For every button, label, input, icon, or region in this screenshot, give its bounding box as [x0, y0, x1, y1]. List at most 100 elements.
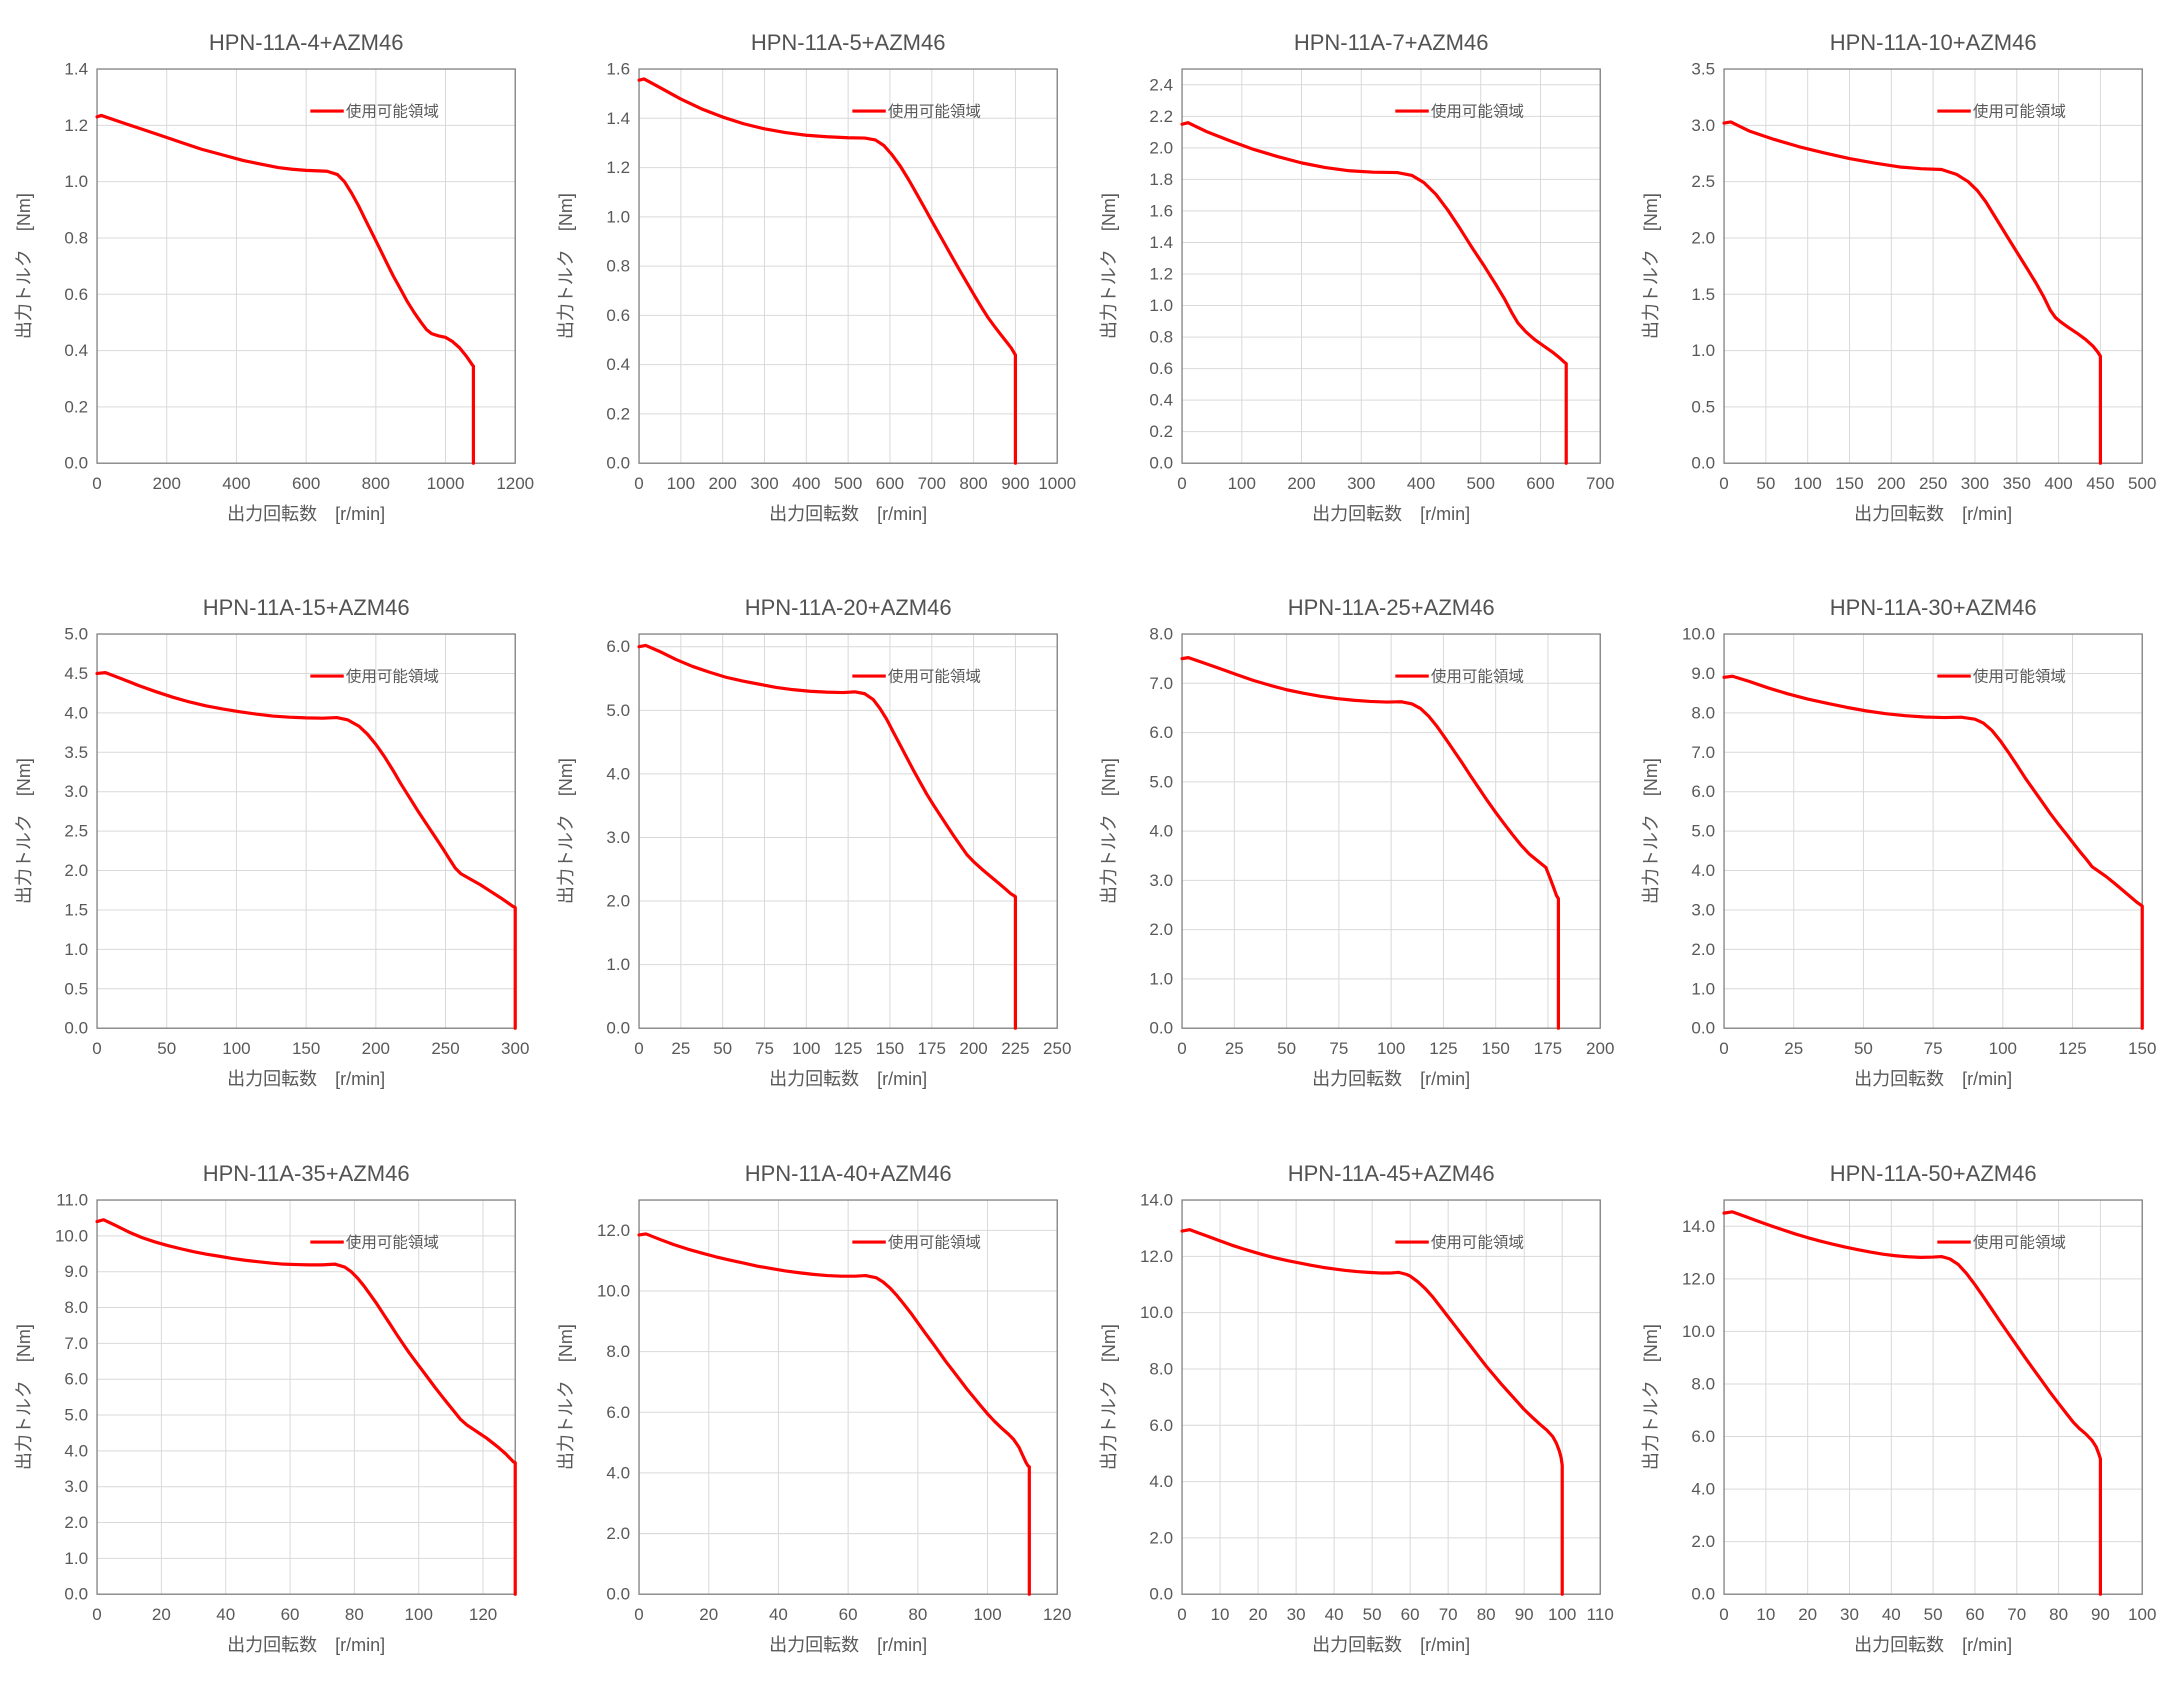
x-axis-title: 出力回転数 [r/min]	[769, 504, 927, 524]
x-tick-label: 0	[635, 1039, 644, 1058]
x-tick-label: 75	[755, 1039, 774, 1058]
x-axis-ticks: 0 25 50 75 100 125 150 175 200	[1177, 1039, 1614, 1058]
legend-label: 使用可能領域	[1430, 668, 1523, 686]
y-tick-label: 11.0	[56, 1190, 88, 1209]
legend: 使用可能領域	[852, 668, 981, 686]
x-tick-label: 0	[1719, 1605, 1728, 1624]
y-tick-label: 2.0	[1691, 1532, 1715, 1551]
x-tick-label: 25	[672, 1039, 691, 1058]
x-tick-label: 225	[1001, 1039, 1029, 1058]
y-tick-label: 1.0	[607, 955, 631, 974]
y-tick-label: 4.0	[64, 1441, 88, 1460]
y-tick-label: 2.0	[607, 892, 631, 911]
chart-hpn-11a-15-azm46: 0.0 0.5 1.0 1.5 2.0 2.5 3.0 3.5 4.0 4.5 5.0 0 50 100 1…	[0, 565, 542, 1130]
chart-hpn-11a-5-azm46: 0.0 0.2 0.4 0.6 0.8 1.0 1.2 1.4 1.6 0 100 200 300 400…	[542, 0, 1084, 565]
x-tick-label: 10	[1210, 1605, 1229, 1624]
x-tick-label: 30	[1286, 1605, 1305, 1624]
y-tick-label: 4.5	[64, 664, 88, 683]
y-tick-label: 1.4	[1149, 233, 1173, 252]
y-tick-label: 6.0	[64, 1369, 88, 1388]
y-axis-ticks: 0.0 0.2 0.4 0.6 0.8 1.0 1.2 1.4 1.6 1.8 2.0 2.2 2.4	[1149, 75, 1173, 472]
x-tick-label: 100	[1793, 474, 1821, 493]
torque-curve-line	[1722, 674, 2144, 1031]
y-axis-ticks: 0.0 0.2 0.4 0.6 0.8 1.0 1.2 1.4	[64, 60, 88, 473]
legend-label: 使用可能領域	[888, 103, 981, 121]
chart-title: HPN-11A-7+AZM46	[1293, 30, 1488, 55]
y-tick-label: 14.0	[1139, 1190, 1172, 1209]
x-tick-label: 200	[362, 1039, 390, 1058]
x-tick-label: 100	[1376, 1039, 1404, 1058]
x-tick-label: 120	[1043, 1605, 1071, 1624]
y-tick-label: 2.0	[1691, 940, 1715, 959]
chart-canvas: 0.0 2.0 4.0 6.0 8.0 10.0 12.0 14.0 0 10 20 30 40 50 60…	[1641, 1161, 2156, 1655]
gridlines	[1723, 68, 2143, 464]
legend-label: 使用可能領域	[888, 668, 981, 686]
x-tick-label: 300	[1961, 474, 1989, 493]
gridlines	[638, 1199, 1058, 1595]
y-tick-label: 1.8	[1149, 170, 1173, 189]
chart-title: HPN-11A-45+AZM46	[1287, 1161, 1494, 1186]
y-tick-label: 2.0	[1149, 920, 1173, 939]
y-axis-title: 出力トルク [Nm]	[1641, 1324, 1661, 1470]
gridlines	[1181, 633, 1601, 1029]
x-tick-label: 0	[1719, 474, 1728, 493]
x-tick-label: 70	[1438, 1605, 1457, 1624]
x-tick-label: 90	[2091, 1605, 2110, 1624]
y-tick-label: 2.0	[607, 1524, 631, 1543]
gridlines	[1181, 1199, 1601, 1595]
y-tick-label: 5.0	[1691, 822, 1715, 841]
torque-curve-line	[95, 671, 517, 1031]
y-axis-title: 出力トルク [Nm]	[14, 1324, 34, 1470]
x-tick-label: 200	[1586, 1039, 1614, 1058]
legend: 使用可能領域	[310, 1233, 439, 1251]
x-tick-label: 25	[1224, 1039, 1243, 1058]
y-tick-label: 1.0	[1149, 296, 1173, 315]
y-tick-label: 4.0	[607, 1463, 631, 1482]
y-tick-label: 5.0	[1149, 773, 1173, 792]
x-tick-label: 600	[292, 474, 320, 493]
y-tick-label: 10.0	[1682, 625, 1715, 644]
y-tick-label: 0.8	[64, 228, 88, 247]
x-tick-label: 500	[2128, 474, 2156, 493]
y-tick-label: 1.4	[64, 60, 88, 79]
y-tick-label: 1.5	[64, 901, 88, 920]
x-axis-title: 出力回転数 [r/min]	[1312, 1635, 1470, 1655]
legend-label: 使用可能領域	[888, 1233, 981, 1251]
x-axis-title: 出力回転数 [r/min]	[227, 504, 385, 524]
x-tick-label: 20	[1798, 1605, 1817, 1624]
x-tick-label: 400	[2044, 474, 2072, 493]
x-tick-label: 350	[2002, 474, 2030, 493]
y-tick-label: 1.0	[607, 207, 631, 226]
chart-canvas: 0.0 1.0 2.0 3.0 4.0 5.0 6.0 7.0 8.0 0 25 50 75 100 125…	[1099, 595, 1614, 1089]
y-axis-title: 出力トルク [Nm]	[1641, 758, 1661, 904]
x-tick-label: 80	[345, 1605, 364, 1624]
chart-canvas: 0.00.20.40.60.81.01.21.41.61.82.02.22.40…	[1099, 30, 1614, 524]
y-tick-label: 4.0	[64, 704, 88, 723]
y-tick-label: 1.2	[1149, 265, 1173, 284]
x-tick-label: 400	[1406, 474, 1434, 493]
legend: 使用可能領域	[852, 103, 981, 121]
x-axis-ticks: 0 50 100 150 200 250 300	[92, 1039, 529, 1058]
x-tick-label: 175	[918, 1039, 946, 1058]
x-axis-title: 出力回転数 [r/min]	[227, 1635, 385, 1655]
y-axis-title: 出力トルク [Nm]	[1641, 193, 1661, 339]
chart-title: HPN-11A-50+AZM46	[1829, 1161, 2036, 1186]
chart-canvas: 0.0 0.5 1.0 1.5 2.0 2.5 3.0 3.5 4.0 4.5 5.0 0 50 100 1…	[14, 595, 529, 1089]
x-tick-label: 150	[2128, 1039, 2156, 1058]
x-axis-ticks: 0 10 20 30 40 50 60 70 80 90 100	[1719, 1605, 2156, 1624]
y-axis-ticks: 0.0 2.0 4.0 6.0 8.0 10.0 12.0	[597, 1220, 630, 1603]
x-tick-label: 70	[2007, 1605, 2026, 1624]
x-tick-label: 80	[1476, 1605, 1495, 1624]
chart-title: HPN-11A-30+AZM46	[1829, 595, 2036, 620]
chart-hpn-11a-25-azm46: 0.0 1.0 2.0 3.0 4.0 5.0 6.0 7.0 8.0 0 25 50 75 100 125…	[1085, 565, 1627, 1130]
legend-label: 使用可能領域	[1973, 668, 2066, 686]
y-tick-label: 6.0	[1691, 782, 1715, 801]
chart-title: HPN-11A-35+AZM46	[203, 1161, 410, 1186]
legend: 使用可能領域	[1937, 1233, 2066, 1251]
y-tick-label: 1.5	[1691, 285, 1715, 304]
x-tick-label: 0	[92, 474, 101, 493]
chart-hpn-11a-50-azm46: 0.0 2.0 4.0 6.0 8.0 10.0 12.0 14.0 0 10 20 30 40 50 60…	[1627, 1131, 2169, 1696]
x-tick-label: 100	[405, 1605, 433, 1624]
y-axis-ticks: 0.0 0.5 1.0 1.5 2.0 2.5 3.0 3.5 4.0 4.5 5.0	[64, 625, 88, 1038]
x-tick-label: 0	[1177, 1605, 1186, 1624]
